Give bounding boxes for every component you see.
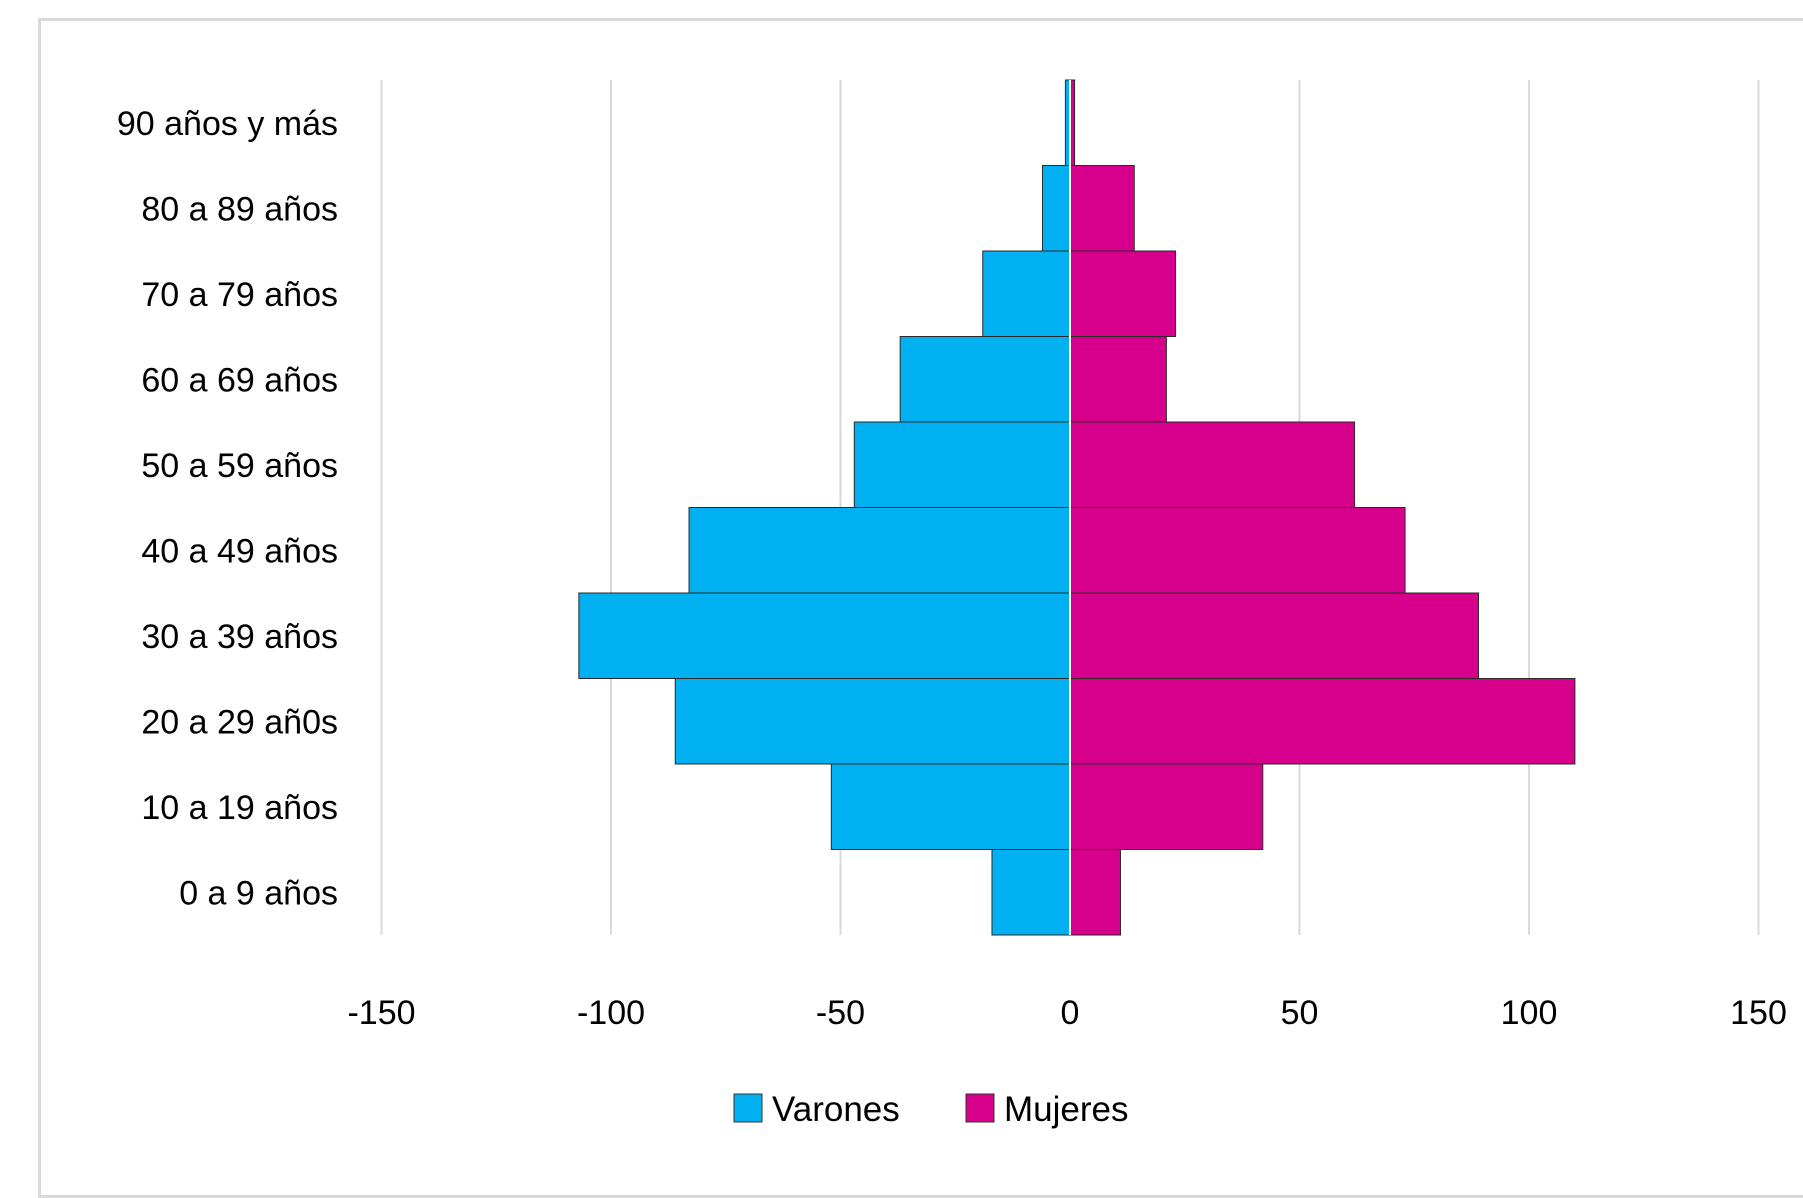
bar-mujeres <box>1069 849 1121 936</box>
bar-mujeres <box>1069 763 1264 850</box>
x-tick-label: -50 <box>816 994 865 1032</box>
bar-varones <box>688 507 1071 594</box>
bar-varones <box>991 849 1071 936</box>
legend-swatch-varones <box>733 1093 763 1123</box>
bar-varones <box>1041 165 1071 252</box>
y-category-label: 70 a 79 años <box>141 276 338 314</box>
y-category-label: 80 a 89 años <box>141 190 338 228</box>
bar-mujeres <box>1069 592 1480 679</box>
bars <box>578 79 1576 936</box>
legend: Varones Mujeres <box>733 1090 1128 1129</box>
x-tick-label: 0 <box>1061 994 1080 1032</box>
bar-varones <box>899 336 1071 423</box>
x-tick-label: 150 <box>1730 994 1787 1032</box>
y-category-label: 50 a 59 años <box>141 447 338 485</box>
y-category-label: 60 a 69 años <box>141 361 338 399</box>
x-tick-label: 100 <box>1501 994 1558 1032</box>
legend-label-mujeres: Mujeres <box>1004 1090 1128 1129</box>
y-category-label: 90 años y más <box>117 105 338 143</box>
category-axis-labels: 0 a 9 años 10 a 19 años 20 a 29 añ0s 30 a 3… <box>117 105 338 913</box>
legend-swatch-mujeres <box>965 1093 995 1123</box>
bar-mujeres <box>1069 336 1167 423</box>
value-axis-tick-labels: -150 -100 -50 0 50 100 150 <box>347 994 1786 1032</box>
bar-varones <box>853 421 1071 508</box>
y-category-label: 20 a 29 añ0s <box>141 703 338 741</box>
bar-mujeres <box>1069 421 1356 508</box>
bar-varones <box>830 763 1071 850</box>
legend-label-varones: Varones <box>772 1090 900 1129</box>
bar-varones <box>674 678 1071 765</box>
population-pyramid-chart: 0 a 9 años 10 a 19 años 20 a 29 añ0s 30 a 3… <box>117 79 1787 1129</box>
y-category-label: 40 a 49 años <box>141 532 338 570</box>
x-tick-label: -150 <box>347 994 415 1032</box>
bar-varones <box>578 592 1071 679</box>
x-tick-label: -100 <box>577 994 645 1032</box>
x-tick-label: 50 <box>1281 994 1319 1032</box>
bar-mujeres <box>1069 678 1576 765</box>
bar-mujeres <box>1069 165 1135 252</box>
bar-varones <box>982 250 1071 337</box>
bar-mujeres <box>1069 507 1406 594</box>
y-category-label: 0 a 9 años <box>179 874 338 912</box>
y-category-label: 10 a 19 años <box>141 789 338 827</box>
y-category-label: 30 a 39 años <box>141 618 338 656</box>
bar-mujeres <box>1069 250 1177 337</box>
